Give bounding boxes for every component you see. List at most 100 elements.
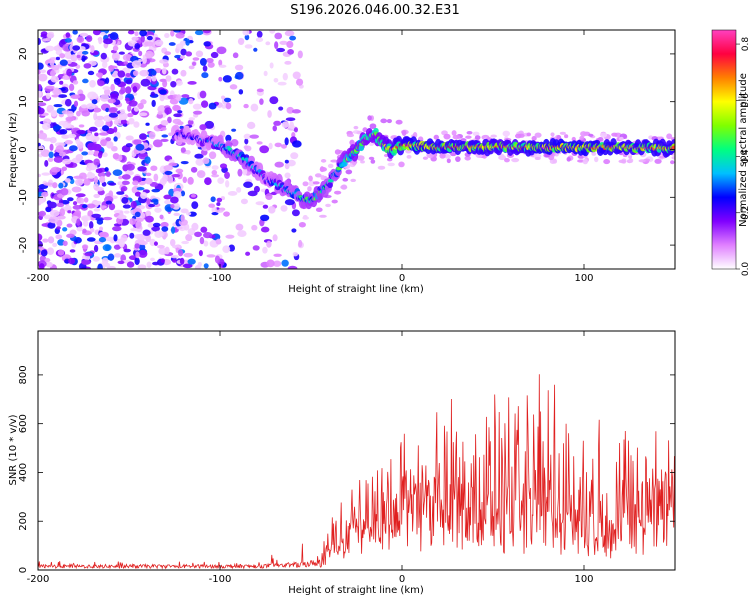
heatmap-cell xyxy=(103,38,113,45)
heatmap-cell xyxy=(45,37,51,42)
heatmap-cell xyxy=(122,204,131,209)
heatmap-cell xyxy=(273,78,279,83)
heatmap-cell xyxy=(232,52,239,59)
heatmap-cell xyxy=(286,106,294,114)
heatmap-cell xyxy=(145,234,152,243)
heatmap-cell xyxy=(64,98,72,107)
heatmap-cell xyxy=(579,135,585,141)
heatmap-cell xyxy=(154,207,162,213)
heatmap-cell xyxy=(571,136,576,142)
heatmap-cell xyxy=(599,132,608,138)
heatmap-cell xyxy=(210,196,216,203)
heatmap-cell xyxy=(135,143,145,151)
heatmap-cell xyxy=(98,36,103,45)
heatmap-cell xyxy=(95,168,103,174)
heatmap-cell xyxy=(61,110,71,115)
heatmap-cell xyxy=(566,156,571,162)
heatmap-cell xyxy=(406,154,412,159)
heatmap-cell xyxy=(211,169,218,176)
heatmap-cell xyxy=(171,174,181,178)
heatmap-cell xyxy=(345,169,353,175)
heatmap-cell xyxy=(38,132,48,140)
heatmap-cell xyxy=(194,231,202,238)
heatmap-cell xyxy=(180,214,185,223)
heatmap-cell xyxy=(142,229,151,236)
heatmap-cell xyxy=(38,210,46,217)
heatmap-cell xyxy=(175,94,182,102)
heatmap-cell xyxy=(531,136,537,141)
heatmap-cell xyxy=(67,133,77,139)
heatmap-cell xyxy=(173,105,181,112)
heatmap-cell xyxy=(99,31,106,36)
heatmap-cell xyxy=(80,104,88,109)
heatmap-cell xyxy=(92,30,101,36)
y-tick-label: 400 xyxy=(18,463,29,482)
heatmap-cell xyxy=(105,137,112,142)
heatmap-cell xyxy=(242,167,248,176)
heatmap-cell xyxy=(242,30,250,36)
heatmap-cell xyxy=(145,210,152,217)
heatmap-cell xyxy=(70,94,81,99)
heatmap-cell xyxy=(214,255,221,264)
heatmap-cell xyxy=(292,251,299,257)
heatmap-cell xyxy=(55,145,64,154)
heatmap-cell xyxy=(139,133,147,140)
heatmap-cell xyxy=(269,62,274,69)
heatmap-cell xyxy=(269,96,279,105)
heatmap-cell xyxy=(187,119,194,125)
heatmap-cell xyxy=(118,51,125,55)
heatmap-cell xyxy=(172,118,182,125)
heatmap-cell xyxy=(443,133,451,140)
heatmap-cell xyxy=(154,39,164,47)
heatmap-cell xyxy=(139,243,146,251)
bottom-y-axis-label: SNR (10 * v/v) xyxy=(8,414,19,485)
heatmap-cell xyxy=(107,253,115,261)
heatmap-cell xyxy=(159,214,164,220)
heatmap-cell xyxy=(249,134,259,139)
heatmap-cell xyxy=(367,115,372,121)
heatmap-cell xyxy=(253,185,260,193)
heatmap-cell xyxy=(125,163,135,171)
heatmap-cell xyxy=(38,240,43,249)
x-tick-label: -200 xyxy=(27,574,50,585)
heatmap-cell xyxy=(671,145,675,150)
heatmap-cell xyxy=(216,197,223,203)
heatmap-cell xyxy=(499,153,505,159)
heatmap-cell xyxy=(117,70,126,78)
heatmap-cell xyxy=(259,98,264,105)
heatmap-cell xyxy=(130,200,137,209)
heatmap-cell xyxy=(47,236,55,244)
heatmap-cell xyxy=(387,162,395,167)
heatmap-cell xyxy=(173,212,180,216)
heatmap-cell xyxy=(72,45,81,51)
heatmap-cell xyxy=(272,125,278,132)
heatmap-cell xyxy=(46,247,55,255)
colorbar-tick-label: 0.0 xyxy=(741,262,750,277)
heatmap-cell xyxy=(274,41,279,50)
heatmap-cell xyxy=(69,249,76,253)
heatmap-cell xyxy=(291,209,300,217)
heatmap-cell xyxy=(99,132,109,136)
heatmap-cell xyxy=(72,30,78,35)
heatmap-cell xyxy=(256,141,263,145)
heatmap-cell xyxy=(82,220,89,227)
heatmap-cell xyxy=(243,133,251,140)
heatmap-cell xyxy=(268,206,276,214)
heatmap-cell xyxy=(101,61,108,69)
heatmap-cell xyxy=(172,187,183,193)
heatmap-cell xyxy=(75,193,86,198)
heatmap-cell xyxy=(203,240,209,247)
heatmap-cell xyxy=(216,46,227,55)
heatmap-cell xyxy=(164,199,171,205)
heatmap-cell xyxy=(240,198,248,205)
heatmap-cell xyxy=(534,132,542,138)
heatmap-cell xyxy=(76,129,86,135)
heatmap-cell xyxy=(99,94,110,102)
heatmap-cell xyxy=(65,32,71,38)
heatmap-cell xyxy=(320,159,327,163)
heatmap-cell xyxy=(105,171,111,178)
heatmap-cell xyxy=(194,153,204,159)
heatmap-cell xyxy=(319,214,327,218)
heatmap-cell xyxy=(76,110,81,117)
heatmap-cell xyxy=(352,160,357,166)
